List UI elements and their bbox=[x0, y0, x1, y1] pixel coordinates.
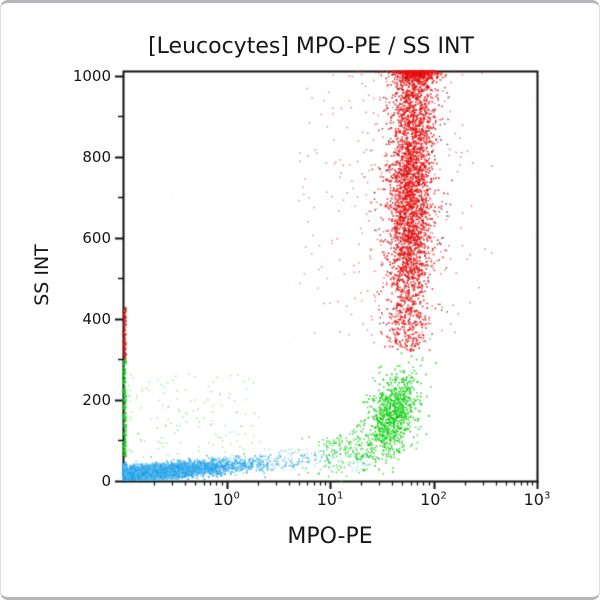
x-tick-label: 100 bbox=[205, 490, 249, 509]
y-tick-label: 200 bbox=[51, 391, 111, 409]
x-tick-label: 103 bbox=[515, 490, 559, 509]
y-tick-label: 400 bbox=[51, 310, 111, 328]
scatter-plot-canvas bbox=[1, 3, 600, 603]
y-tick-label: 800 bbox=[51, 148, 111, 166]
y-tick-label: 0 bbox=[51, 472, 111, 490]
y-tick-label: 1000 bbox=[51, 67, 111, 85]
x-tick-label: 101 bbox=[308, 490, 352, 509]
x-axis-label: MPO-PE bbox=[130, 524, 530, 549]
y-axis-label: SS INT bbox=[31, 244, 53, 306]
y-tick-label: 600 bbox=[51, 229, 111, 247]
x-tick-label: 102 bbox=[412, 490, 456, 509]
